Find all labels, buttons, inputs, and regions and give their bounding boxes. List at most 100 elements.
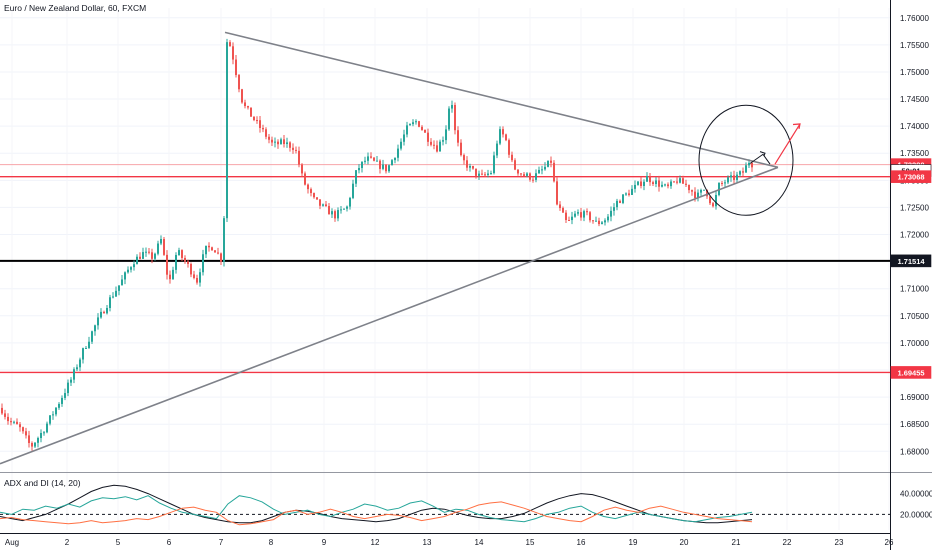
candle-body xyxy=(58,403,60,408)
time-axis-label: 22 xyxy=(783,538,792,547)
candle-body xyxy=(340,209,342,211)
candle-body xyxy=(676,181,678,183)
candle-body xyxy=(595,220,597,222)
time-axis-label: 13 xyxy=(423,538,432,547)
candle-body xyxy=(322,204,324,206)
candle-body xyxy=(112,296,114,298)
candle-body xyxy=(628,193,630,195)
candle-body xyxy=(493,155,495,174)
candle-body xyxy=(226,42,228,219)
candle-body xyxy=(601,222,603,225)
candle-body xyxy=(280,139,282,145)
candle-body xyxy=(574,213,576,217)
candle-body xyxy=(40,432,42,439)
candle-body xyxy=(181,250,183,258)
candle-body xyxy=(649,176,651,183)
candle-body xyxy=(97,317,99,326)
candle-body xyxy=(571,216,573,221)
price-tag-box xyxy=(890,170,932,183)
price-tag-label: 1.73068 xyxy=(897,173,924,182)
candle-body xyxy=(220,253,222,262)
candle-body xyxy=(208,245,210,248)
candle-body xyxy=(475,168,477,176)
candle-body xyxy=(298,150,300,165)
upper-trendline xyxy=(224,31,779,169)
candle-body xyxy=(70,379,72,383)
candle-body xyxy=(331,211,333,215)
time-axis-label: 26 xyxy=(885,538,894,547)
candle-body xyxy=(88,341,90,348)
candle-body xyxy=(448,108,450,130)
candle-body xyxy=(439,141,441,152)
candle-body xyxy=(730,175,732,178)
candle-body xyxy=(28,435,30,444)
candle-body xyxy=(133,264,135,268)
candle-body xyxy=(508,140,510,155)
candle-body xyxy=(703,189,705,191)
adx-pane xyxy=(0,484,890,526)
candle-body xyxy=(244,102,246,107)
candle-body xyxy=(631,188,633,195)
price-axis-label: 1.74500 xyxy=(900,95,929,104)
candle-body xyxy=(223,218,225,262)
candle-body xyxy=(184,257,186,262)
time-axis-label: 15 xyxy=(526,538,535,547)
candle-body xyxy=(385,164,387,172)
time-axis[interactable]: Aug 2 5 6 7 8 9 12 13 14 15 16 19 20 21 22 23 26 xyxy=(0,533,894,548)
candle-body xyxy=(82,348,84,360)
candle-body xyxy=(253,116,255,121)
candle-body xyxy=(115,290,117,297)
candle-body xyxy=(319,199,321,206)
price-axis-label: 1.68500 xyxy=(900,420,929,429)
candle-body xyxy=(325,204,327,207)
candle-body xyxy=(289,142,291,148)
candle-body xyxy=(505,134,507,141)
candle-body xyxy=(436,145,438,152)
time-axis-label: Aug xyxy=(5,538,19,547)
price-axis-label: 1.76000 xyxy=(900,14,929,23)
candle-body xyxy=(316,197,318,200)
candle-body xyxy=(157,243,159,254)
price-tag-box xyxy=(890,366,932,379)
candle-body xyxy=(241,89,243,103)
candle-body xyxy=(64,393,66,398)
candle-body xyxy=(430,141,432,145)
candlestick-series xyxy=(1,38,753,451)
price-axis-label: 1.69000 xyxy=(900,393,929,402)
candle-body xyxy=(604,220,606,223)
candle-body xyxy=(535,173,537,180)
horizontal-levels xyxy=(0,164,890,374)
price-axis-label: 1.70500 xyxy=(900,312,929,321)
candle-body xyxy=(85,347,87,349)
indicator-title: ADX and DI (14, 20) xyxy=(4,478,81,488)
candle-body xyxy=(682,178,684,184)
candle-body xyxy=(640,181,642,186)
candle-body xyxy=(544,166,546,170)
time-axis-label: 9 xyxy=(322,538,327,547)
time-axis-label: 2 xyxy=(65,538,70,547)
candle-body xyxy=(154,253,156,259)
candle-body xyxy=(700,189,702,193)
candle-body xyxy=(487,173,489,175)
candle-body xyxy=(256,120,258,122)
candle-body xyxy=(265,129,267,137)
candle-body xyxy=(568,220,570,222)
candle-body xyxy=(742,171,744,173)
candle-body xyxy=(394,157,396,161)
adx-series-line xyxy=(0,484,753,524)
candle-body xyxy=(124,272,126,280)
candle-body xyxy=(556,181,558,205)
price-axis-label: 1.71000 xyxy=(900,285,929,294)
candle-body xyxy=(271,139,273,143)
candle-body xyxy=(670,181,672,187)
candle-body xyxy=(496,143,498,156)
time-axis-label: 6 xyxy=(167,538,172,547)
main-chart-title: Euro / New Zealand Dollar, 60, FXCM xyxy=(4,3,146,13)
candle-body xyxy=(313,193,315,198)
candle-body xyxy=(79,359,81,368)
time-axis-label: 16 xyxy=(577,538,586,547)
candle-body xyxy=(274,141,276,143)
candle-body xyxy=(478,173,480,176)
